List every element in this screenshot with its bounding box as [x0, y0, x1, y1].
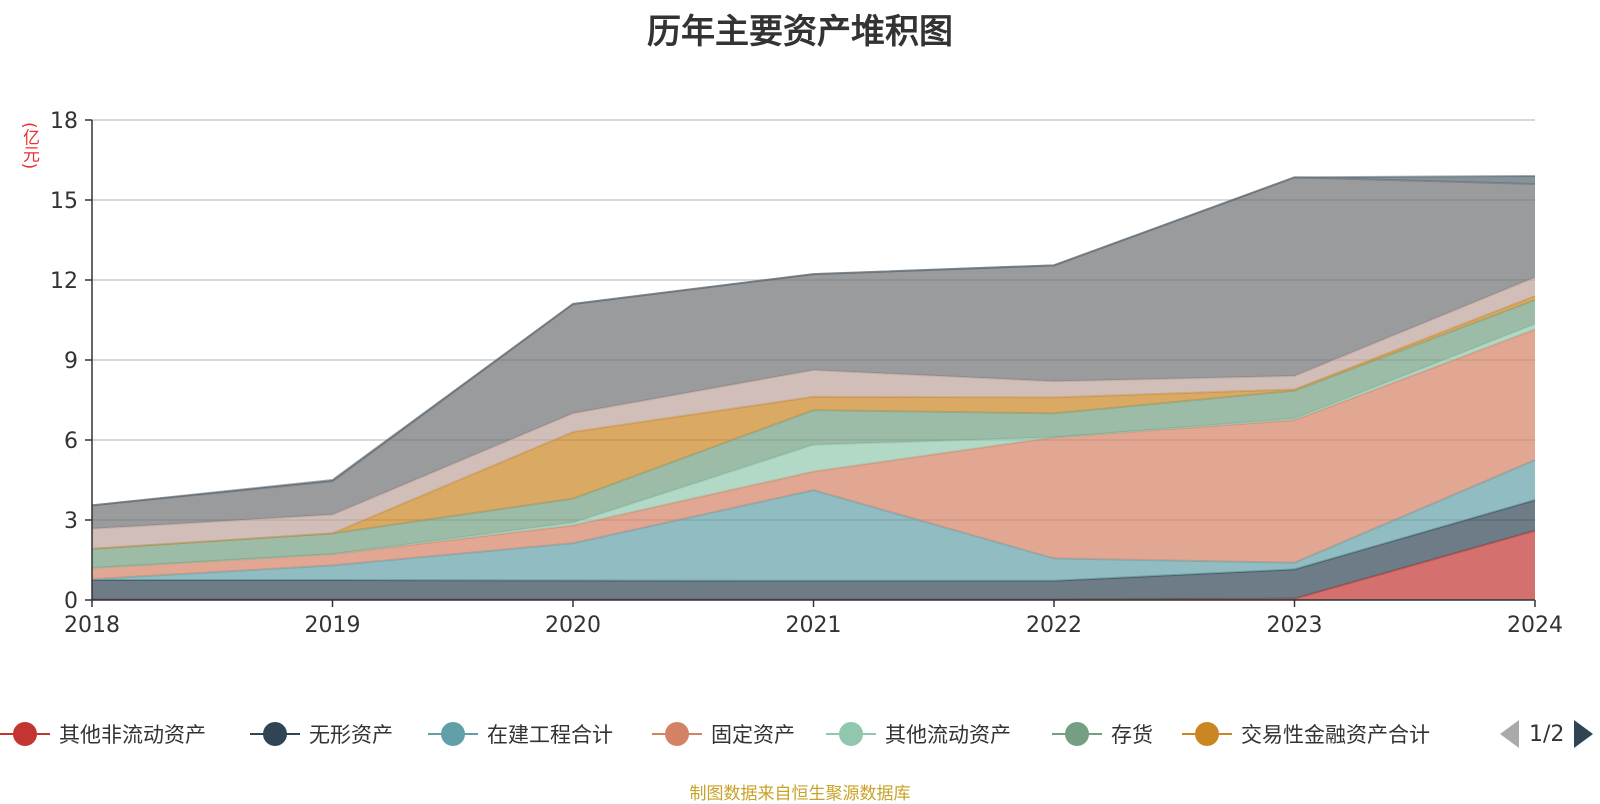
x-tick-label: 2022: [1026, 613, 1082, 638]
y-axis-unit-label: (亿元): [19, 122, 39, 170]
area-series-3[interactable]: [92, 460, 1535, 581]
y-tick-label: 12: [50, 269, 78, 294]
legend-label: 固定资产: [711, 723, 795, 747]
legend-next-page-button[interactable]: [1574, 720, 1594, 748]
legend-swatch-icon: [826, 718, 876, 750]
area-series-4[interactable]: [92, 329, 1535, 580]
x-tick-label: 2019: [305, 613, 361, 638]
legend-swatch-icon: [652, 718, 702, 750]
legend-item[interactable]: 其他非流动资产: [0, 718, 206, 750]
area-series-2[interactable]: [92, 500, 1535, 600]
legend-swatch-icon: [1182, 718, 1232, 750]
area-series-5[interactable]: [92, 324, 1535, 568]
axes: [85, 119, 1536, 607]
source-note: 制图数据来自恒生聚源数据库: [689, 784, 911, 804]
legend-item[interactable]: 固定资产: [652, 718, 795, 750]
stacked-area-chart: 0 3 6 9 12 15 18 2018 2019 2020 2021 2022 2023 2024: [50, 109, 1563, 638]
tick-labels: 0 3 6 9 12 15 18 2018 2019 2020 2021 2022 2023 2024: [50, 109, 1563, 638]
y-tick-label: 18: [50, 109, 78, 134]
area-series-8[interactable]: [92, 277, 1535, 549]
legend: 其他非流动资产 无形资产 在建工程合计 固定资产 其他流动资产 存货 交易性金融资产合计: [0, 718, 1600, 750]
legend-pager: 1/2: [1500, 718, 1594, 750]
x-tick-label: 2023: [1267, 613, 1323, 638]
area-series-7[interactable]: [92, 296, 1535, 549]
area-series-6[interactable]: [92, 300, 1535, 568]
legend-swatch-icon: [1052, 718, 1102, 750]
legend-page-indicator: 1/2: [1529, 721, 1565, 747]
chart-title: 历年主要资产堆积图: [647, 12, 953, 52]
area-series-1[interactable]: [92, 530, 1535, 600]
area-series-9[interactable]: [92, 177, 1535, 529]
legend-swatch-icon: [428, 718, 478, 750]
legend-item[interactable]: 存货: [1052, 718, 1153, 750]
legend-label: 交易性金融资产合计: [1241, 723, 1430, 747]
legend-item[interactable]: 其他流动资产: [826, 718, 1011, 750]
area-series-10-line: [91, 175, 1536, 507]
area-series-layer: [91, 175, 1536, 601]
y-tick-label: 0: [64, 589, 78, 614]
x-tick-label: 2024: [1507, 613, 1563, 638]
legend-label: 其他流动资产: [885, 723, 1011, 747]
legend-item[interactable]: 交易性金融资产合计: [1182, 718, 1430, 750]
legend-swatch-icon: [0, 718, 50, 750]
y-tick-label: 3: [64, 509, 78, 534]
legend-label: 存货: [1111, 723, 1153, 747]
legend-item[interactable]: 无形资产: [250, 718, 393, 750]
y-tick-label: 15: [50, 189, 78, 214]
legend-label: 无形资产: [309, 723, 393, 747]
x-tick-label: 2018: [64, 613, 120, 638]
legend-swatch-icon: [250, 718, 300, 750]
x-tick-label: 2021: [786, 613, 842, 638]
legend-prev-page-button[interactable]: [1500, 720, 1519, 748]
y-tick-label: 6: [64, 429, 78, 454]
legend-label: 在建工程合计: [487, 723, 613, 747]
legend-item[interactable]: 在建工程合计: [428, 718, 613, 750]
y-tick-label: 9: [64, 349, 78, 374]
legend-label: 其他非流动资产: [59, 723, 206, 747]
x-tick-label: 2020: [545, 613, 601, 638]
